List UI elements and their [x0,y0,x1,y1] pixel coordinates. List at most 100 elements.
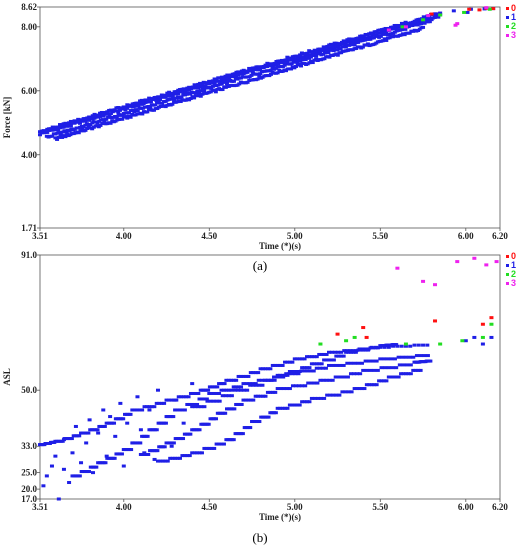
data-point [61,438,66,442]
data-point [151,108,156,112]
data-point [377,379,382,383]
data-point [362,387,367,391]
data-point [125,421,130,425]
data-point [309,362,314,366]
data-point [188,432,193,436]
data-point [234,75,239,79]
data-point [348,361,353,365]
data-point [403,344,408,348]
data-point [154,98,159,102]
data-point [326,358,331,362]
data-point [199,397,204,401]
plot-frame [39,254,501,500]
data-point [309,381,314,385]
data-point [403,25,408,29]
data-point [320,366,325,370]
data-point [322,396,327,400]
data-point [120,117,125,121]
data-point [114,115,119,119]
data-point [400,25,405,29]
data-point [221,76,226,80]
data-point [284,372,289,376]
data-point [331,393,336,397]
data-point [318,378,323,382]
data-point [68,123,73,127]
data-point [212,88,217,92]
data-point [197,451,202,455]
data-point [438,13,443,17]
data-point [354,46,359,50]
data-point [170,94,175,98]
data-point [185,402,190,406]
data-point [384,31,389,35]
data-point [357,387,362,391]
data-point [251,383,256,387]
data-point [203,84,208,88]
data-point [236,385,241,389]
x-tick-label: 4.00 [116,502,132,512]
data-point [367,383,372,387]
data-point [76,131,81,135]
data-point [257,74,262,78]
y-tick-label: 20.0 [21,484,37,494]
data-point [428,359,433,363]
data-point [453,23,458,27]
data-point [373,346,378,350]
data-point [491,7,496,11]
data-point [176,92,181,96]
data-point [214,399,219,403]
data-point [290,403,295,407]
legend-label: 3 [511,278,516,288]
data-point [289,62,294,66]
data-point [248,398,253,402]
data-point [179,395,184,399]
data-point [487,7,492,11]
data-point [231,79,236,83]
x-tick-label: 3.51 [32,231,48,241]
data-point [352,43,357,47]
data-point [312,355,317,359]
data-point [339,375,344,379]
data-point [83,119,88,123]
data-point [61,467,66,471]
data-point [367,359,372,363]
data-point [372,368,377,372]
data-point [307,400,312,404]
data-point [132,110,137,114]
data-point [245,80,250,84]
data-point [206,422,211,426]
data-point [394,343,399,347]
data-point [232,388,237,392]
data-point [57,131,62,135]
data-point [403,372,408,376]
data-point [275,387,280,391]
data-point [290,360,295,364]
data-point [339,40,344,44]
data-point [283,58,288,62]
x-tick-label: 4.50 [201,231,217,241]
data-point [314,49,319,53]
data-point [214,417,219,421]
data-point [348,350,353,354]
data-point [421,15,426,19]
x-axis-label: Time (*)(s) [259,241,301,251]
data-point [220,394,225,398]
data-point [480,335,485,339]
data-point [300,384,305,388]
data-points [38,6,496,141]
data-point [305,366,310,370]
data-point [287,387,292,391]
data-point [489,335,494,339]
data-point [328,393,333,397]
data-point [331,358,336,362]
data-point [239,388,244,392]
data-point [292,403,297,407]
data-point [112,421,117,425]
data-point [166,398,171,402]
data-point [202,446,207,450]
data-point [319,396,324,400]
data-point [258,68,263,72]
data-point [209,86,214,90]
data-point [178,100,183,104]
data-point [346,390,351,394]
